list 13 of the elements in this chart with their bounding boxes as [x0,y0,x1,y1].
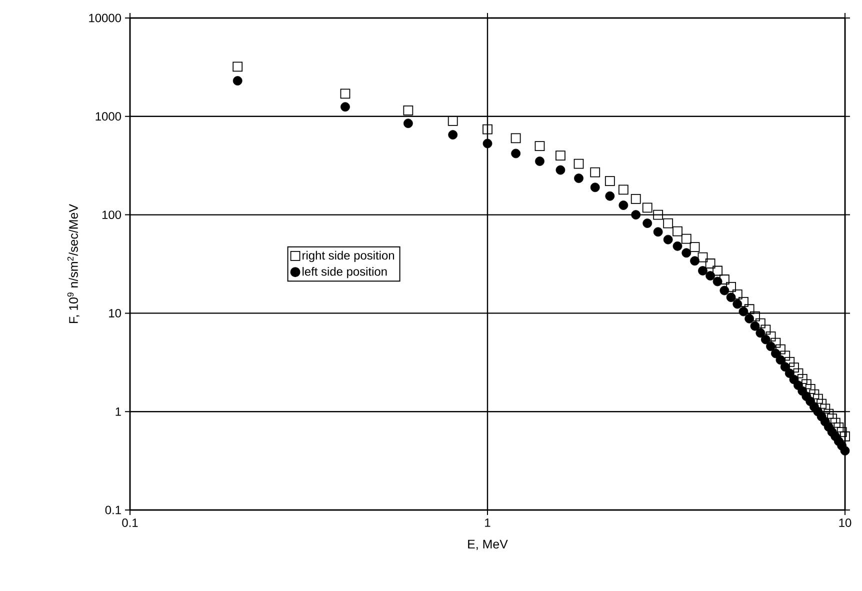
legend-label: right side position [302,250,394,262]
y-axis-title: F, 10$^{9}$ n/sm$^{2}$/sec/MeV [67,204,80,324]
x-tick-label: 1 [485,518,490,527]
y-tick-label: 10 [109,308,122,318]
y-tick-label: 1000 [96,112,122,121]
y-tick-label: 10000 [89,14,122,22]
x-axis-title: E, MeV [468,540,508,550]
y-tick-label: 0.1 [105,506,121,514]
x-tick-label: 0.1 [122,518,138,527]
x-tick-label: 10 [839,518,852,527]
y-tick-label: 1 [116,407,121,416]
legend-label: left side position [302,266,387,278]
y-tick-label: 100 [102,210,122,220]
